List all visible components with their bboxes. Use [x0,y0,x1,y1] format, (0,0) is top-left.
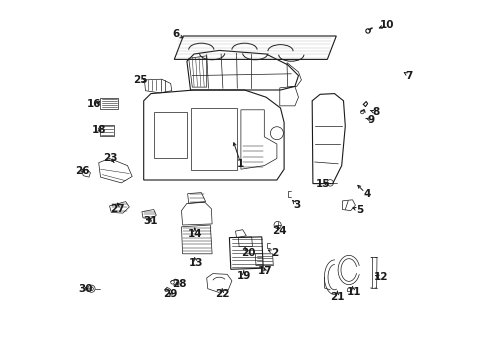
Text: 2: 2 [270,248,278,258]
Text: 13: 13 [188,258,203,268]
Text: 16: 16 [86,99,101,109]
Text: 6: 6 [172,29,180,39]
Text: 23: 23 [103,153,118,163]
Text: 5: 5 [355,205,363,215]
Text: 11: 11 [346,287,360,297]
Text: 7: 7 [405,71,412,81]
Text: 19: 19 [236,271,250,282]
Text: 3: 3 [292,200,300,210]
Text: 31: 31 [142,216,157,226]
Text: 28: 28 [171,279,186,289]
Text: 24: 24 [272,226,286,236]
Text: 18: 18 [91,125,106,135]
Text: 20: 20 [241,248,255,258]
Text: 4: 4 [363,189,370,199]
Text: 15: 15 [315,179,329,189]
Text: 10: 10 [379,20,393,30]
Text: 14: 14 [187,229,202,239]
Text: 17: 17 [257,266,272,276]
Text: 8: 8 [371,107,378,117]
Text: 26: 26 [75,166,90,176]
Text: 1: 1 [237,159,244,169]
Text: 29: 29 [163,289,178,300]
Text: 25: 25 [133,75,147,85]
Text: 12: 12 [373,272,388,282]
Text: 27: 27 [110,204,125,214]
Text: 21: 21 [329,292,344,302]
Text: 9: 9 [367,114,374,125]
Text: 22: 22 [215,289,229,300]
Text: 30: 30 [78,284,92,294]
